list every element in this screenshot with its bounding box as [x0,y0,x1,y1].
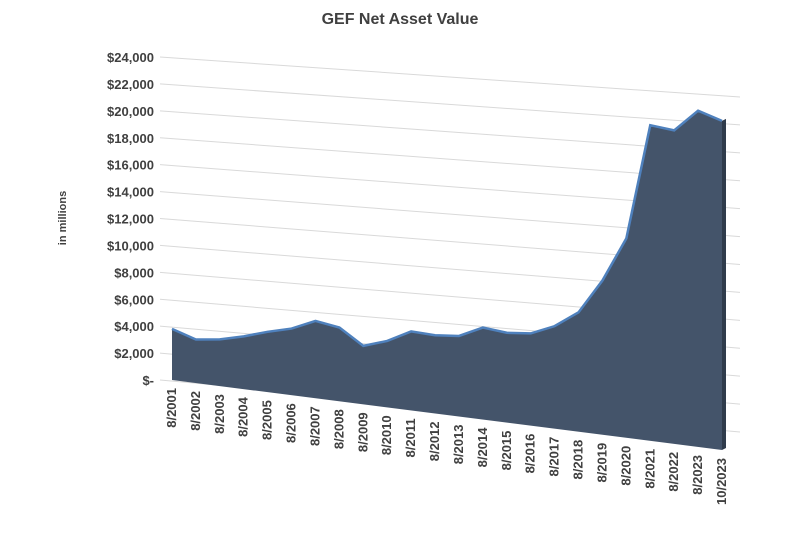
x-tick-label: 8/2005 [260,400,275,440]
area [172,110,722,451]
x-tick-label: 8/2020 [618,446,633,486]
x-tick-label: 8/2003 [212,394,227,434]
grid-line [159,56,741,98]
y-tick-label: $6,000 [114,292,154,307]
x-tick-label: 8/2007 [307,406,322,446]
y-tick-label: $10,000 [107,238,154,253]
x-tick-label: 8/2009 [355,412,370,452]
area-top-line [171,109,723,348]
y-tick-label: $4,000 [114,319,154,334]
y-tick-label: $16,000 [107,158,154,173]
x-tick-label: 8/2011 [403,418,418,457]
y-tick-label: $2,000 [114,346,154,361]
x-tick-label: 8/2001 [164,388,179,428]
chart-title: GEF Net Asset Value [322,11,479,28]
y-tick-label: $18,000 [107,131,154,146]
x-tick-label: 8/2016 [523,434,538,474]
x-tick-label: 10/2023 [714,458,729,505]
x-tick-label: 8/2017 [547,437,562,477]
x-tick-label: 8/2018 [571,440,586,480]
x-tick-label: 8/2023 [690,455,705,495]
grid-line [159,110,741,154]
x-tick-label: 8/2014 [475,427,490,468]
y-tick-label: $- [142,373,154,388]
x-tick-label: 8/2013 [451,425,466,465]
y-tick-label: $20,000 [107,104,154,119]
x-tick-label: 8/2006 [284,403,299,443]
x-tick-label: 8/2004 [236,396,251,437]
x-tick-label: 8/2008 [331,409,346,449]
x-tick-label: 8/2021 [642,449,657,489]
grid-line [159,83,741,126]
y-tick-label: $12,000 [107,212,154,227]
y-tick-label: $22,000 [107,77,154,92]
x-tick-label: 8/2019 [594,443,609,483]
y-tick-label: $8,000 [114,265,154,280]
y-tick-label: $24,000 [107,50,154,65]
x-tick-label: 8/2022 [666,452,681,492]
area-side [722,118,726,450]
y-axis-label: in millions [57,191,69,245]
y-tick-label: $14,000 [107,185,154,200]
x-tick-label: 8/2012 [427,421,442,461]
x-tick-label: 8/2002 [188,391,203,431]
x-tick-label: 8/2010 [379,415,394,455]
x-tick-label: 8/2015 [499,431,514,471]
